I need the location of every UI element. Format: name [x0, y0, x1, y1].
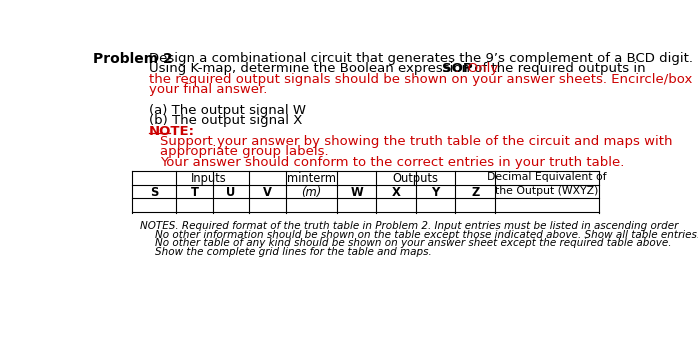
Text: Problem 2: Problem 2 — [94, 52, 173, 66]
Text: minterm: minterm — [287, 172, 336, 185]
Text: NOTES. Required format of the truth table in Problem 2. Input entries must be li: NOTES. Required format of the truth tabl… — [140, 221, 678, 231]
Text: T: T — [191, 186, 199, 199]
Text: Y: Y — [431, 186, 440, 199]
Text: X: X — [392, 186, 401, 199]
Text: No other information should be shown on the table except those indicated above. : No other information should be shown on … — [156, 230, 698, 240]
Text: Support your answer by showing the truth table of the circuit and maps with: Support your answer by showing the truth… — [160, 135, 673, 148]
Text: S: S — [150, 186, 158, 199]
Text: W: W — [350, 186, 363, 199]
Text: Your answer should conform to the correct entries in your truth table.: Your answer should conform to the correc… — [160, 156, 625, 169]
Text: SOP: SOP — [442, 62, 473, 75]
Text: Z: Z — [471, 186, 480, 199]
Text: the required output signals should be shown on your answer sheets. Encircle/box: the required output signals should be sh… — [149, 73, 692, 86]
Text: (m): (m) — [301, 186, 321, 199]
Text: Design a combinational circuit that generates the 9’s complement of a BCD digit.: Design a combinational circuit that gene… — [149, 52, 693, 65]
Text: (b) The output signal X: (b) The output signal X — [149, 114, 303, 127]
Text: Using K-map, determine the Boolean expression of the required outputs in: Using K-map, determine the Boolean expre… — [149, 62, 650, 75]
Text: the Output (WXYZ): the Output (WXYZ) — [495, 186, 598, 196]
Text: Show the complete grid lines for the table and maps.: Show the complete grid lines for the tab… — [156, 247, 432, 258]
Text: No other table of any kind should be shown on your answer sheet except the requi: No other table of any kind should be sho… — [156, 238, 672, 248]
Text: V: V — [263, 186, 272, 199]
Text: NOTE:: NOTE: — [149, 125, 195, 137]
Text: appropriate group labels.: appropriate group labels. — [160, 145, 329, 158]
Text: Inputs: Inputs — [191, 172, 227, 185]
Text: your final answer.: your final answer. — [149, 83, 267, 96]
Text: Outputs: Outputs — [393, 172, 439, 185]
Text: Decimal Equivalent of: Decimal Equivalent of — [487, 172, 607, 182]
Text: .  Only: . Only — [455, 62, 498, 75]
Text: (a) The output signal W: (a) The output signal W — [149, 104, 306, 117]
Text: U: U — [226, 186, 236, 199]
